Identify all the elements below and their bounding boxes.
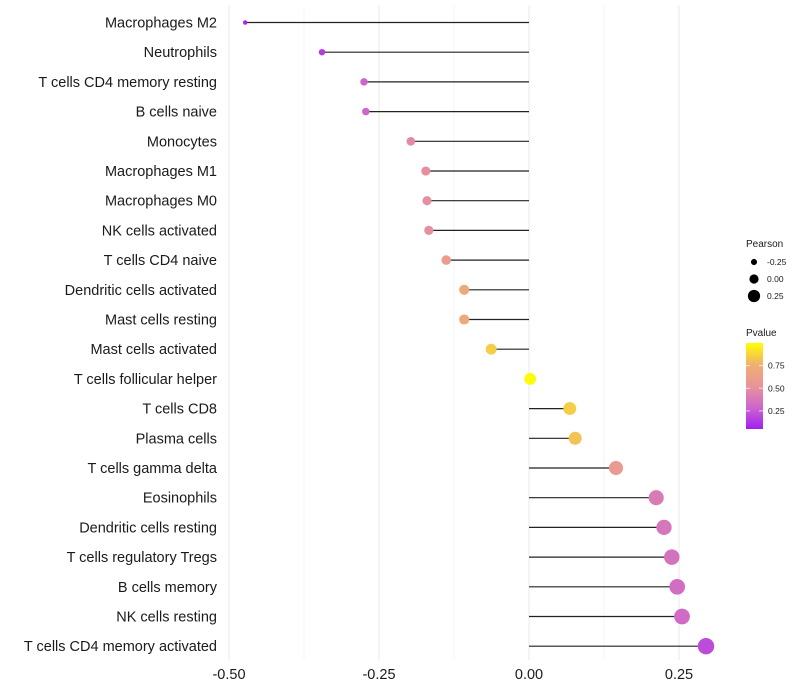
y-axis-label: NK cells activated [102, 223, 217, 239]
grid-lines [228, 5, 680, 660]
y-axis-label: Mast cells activated [90, 342, 217, 358]
lollipop-point [568, 431, 582, 445]
y-axis-label: T cells follicular helper [74, 372, 217, 388]
lollipop-point [424, 225, 434, 235]
lollipop-point [485, 343, 497, 355]
x-axis-tick-label: 0.25 [665, 667, 693, 683]
y-axis-label: Macrophages M1 [105, 164, 217, 180]
lollipop-point [441, 255, 452, 265]
colorbar-tick-label: 0.50 [768, 383, 785, 393]
y-axis-label: T cells CD4 memory activated [24, 639, 217, 655]
colorbar-tick-label: 0.75 [768, 361, 785, 371]
lollipop-point [608, 460, 624, 476]
lollipop-point [674, 608, 690, 625]
x-axis-labels: -0.50 -0.25 0.00 0.25 [212, 667, 693, 683]
lollipop-point [648, 490, 664, 506]
lollipop-points [242, 20, 715, 655]
legend-pvalue: Pvalue 0.25 0.50 0.75 [746, 328, 785, 429]
lollipop-point [563, 402, 577, 416]
y-axis-label: T cells CD8 [142, 402, 217, 418]
y-axis-labels: Macrophages M2 Neutrophils T cells CD4 mem… [24, 16, 218, 656]
lollipop-point [362, 107, 370, 116]
x-axis-tick-label: -0.50 [212, 667, 245, 683]
legend-size-label: 0.00 [767, 274, 784, 284]
y-axis-label: Macrophages M0 [105, 194, 217, 210]
legend-size-key [747, 289, 761, 303]
y-axis-label: T cells gamma delta [88, 461, 218, 477]
lollipop-stems [245, 21, 706, 647]
y-axis-label: Macrophages M2 [105, 16, 217, 32]
lollipop-point [459, 314, 470, 325]
lollipop-point [360, 78, 368, 86]
y-axis-label: T cells CD4 naive [104, 253, 217, 269]
x-axis-tick-label: 0.00 [515, 667, 543, 683]
x-axis-tick-label: -0.25 [362, 667, 395, 683]
lollipop-point [697, 638, 715, 655]
y-axis-label: Plasma cells [136, 431, 217, 447]
lollipop-point [318, 48, 326, 56]
y-axis-label: Monocytes [147, 134, 217, 150]
legend-size-label: 0.25 [767, 291, 784, 301]
colorbar-tick-label: 0.25 [768, 406, 785, 416]
legend-colorbar [746, 343, 763, 429]
y-axis-label: T cells CD4 memory resting [38, 75, 217, 91]
lollipop-point [656, 519, 672, 536]
lollipop-point [421, 166, 431, 176]
legend-pvalue-title: Pvalue [746, 328, 777, 339]
y-axis-label: Neutrophils [144, 45, 217, 61]
lollipop-point [459, 284, 470, 295]
legend-size-key [750, 258, 758, 266]
y-axis-label: B cells naive [136, 105, 217, 121]
y-axis-label: T cells regulatory Tregs [67, 550, 217, 566]
lollipop-point [242, 20, 248, 25]
legend-size-key [749, 274, 759, 284]
y-axis-label: Dendritic cells activated [65, 283, 217, 299]
lollipop-point [669, 578, 686, 595]
y-axis-label: NK cells resting [116, 610, 217, 626]
lollipop-point [664, 549, 680, 565]
lollipop-point [422, 196, 432, 206]
legend-pearson-title: Pearson [746, 239, 783, 250]
legend-pearson: Pearson -0.25 0.00 0.25 [746, 239, 787, 303]
lollipop-point [406, 136, 416, 146]
y-axis-label: Mast cells resting [105, 313, 217, 329]
y-axis-label: B cells memory [118, 580, 218, 596]
lollipop-point [524, 372, 537, 385]
legend-size-label: -0.25 [767, 257, 787, 267]
y-axis-label: Eosinophils [143, 491, 217, 507]
y-axis-label: Dendritic cells resting [79, 520, 217, 536]
